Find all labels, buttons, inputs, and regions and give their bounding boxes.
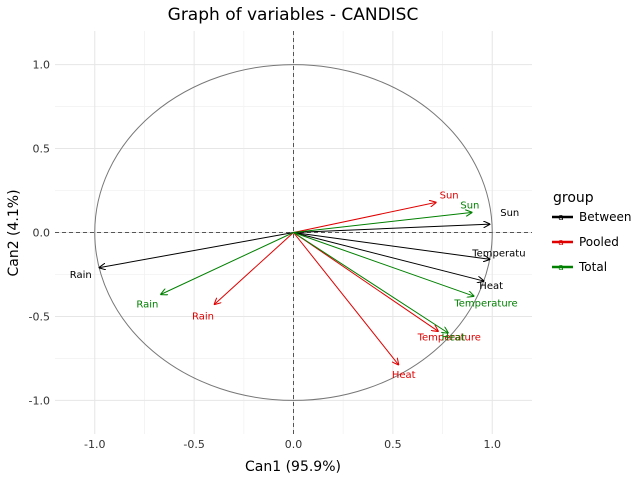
y-tick-label: 1.0 (33, 59, 51, 72)
vector-arrow-between-sun (293, 224, 491, 233)
legend-key-glyph-pooled: a (558, 238, 564, 248)
y-tick-label: -1.0 (29, 394, 50, 407)
vector-arrow-total-temperature (293, 232, 475, 297)
y-tick-label: 0.0 (33, 227, 51, 240)
vector-arrow-total-heat (293, 232, 449, 334)
vector-labels: SunTemperatuHeatRainSunTemperatureHeatRa… (70, 190, 526, 381)
vector-arrow-pooled-heat (293, 232, 399, 366)
vector-arrow-pooled-rain (214, 232, 294, 305)
legend-key-glyph-total: a (558, 263, 564, 273)
vector-label-pooled-sun: Sun (440, 190, 459, 201)
chart-title: Graph of variables - CANDISC (168, 5, 419, 25)
y-tick-label: -0.5 (29, 310, 50, 323)
vectors (99, 202, 491, 365)
vector-arrow-total-rain (160, 232, 294, 295)
tick-labels: -1.0 -0.5 0.0 0.5 1.0 -1.0 -0.5 0.0 0.5 1.0 (29, 59, 501, 451)
legend-label-pooled: Pooled (579, 235, 619, 249)
vector-label-total-sun: Sun (460, 200, 479, 211)
vector-label-between-rain: Rain (70, 270, 92, 281)
x-axis-title: Can1 (95.9%) (245, 459, 341, 475)
x-tick-label: 1.0 (484, 438, 502, 451)
vector-arrow-pooled-temperature (293, 232, 439, 332)
vector-label-pooled-temperature: Temperature (417, 333, 481, 344)
unit-circle (94, 64, 493, 401)
vector-label-pooled-heat: Heat (392, 370, 416, 381)
y-tick-label: 0.5 (33, 143, 51, 156)
vector-label-between-sun: Sun (500, 208, 519, 219)
legend-key-glyph-between: a (558, 213, 564, 223)
x-tick-label: -1.0 (84, 438, 105, 451)
vector-arrow-pooled-sun (293, 202, 437, 233)
vector-label-total-heat: Heat (442, 332, 466, 343)
vector-label-pooled-rain: Rain (192, 312, 214, 323)
vector-label-between-temperatu: Temperatu (471, 248, 525, 259)
legend: group a Between a Pooled a Total (552, 190, 632, 274)
vector-label-between-heat: Heat (479, 281, 503, 292)
vector-arrow-total-sun (293, 212, 473, 233)
vector-arrow-between-rain (99, 232, 294, 268)
vector-arrow-between-temperatu (293, 232, 491, 260)
vector-label-total-temperature: Temperature (453, 298, 517, 309)
legend-label-total: Total (578, 260, 607, 274)
correlation-circle (94, 64, 493, 401)
x-tick-label: 0.5 (384, 438, 402, 451)
legend-label-between: Between (579, 210, 632, 224)
x-tick-label: 0.0 (285, 438, 303, 451)
legend-title: group (553, 190, 594, 206)
x-tick-label: -0.5 (183, 438, 204, 451)
vector-arrow-between-heat (293, 232, 485, 282)
vector-label-total-rain: Rain (136, 300, 158, 311)
y-axis-title: Can2 (4.1%) (6, 189, 22, 276)
